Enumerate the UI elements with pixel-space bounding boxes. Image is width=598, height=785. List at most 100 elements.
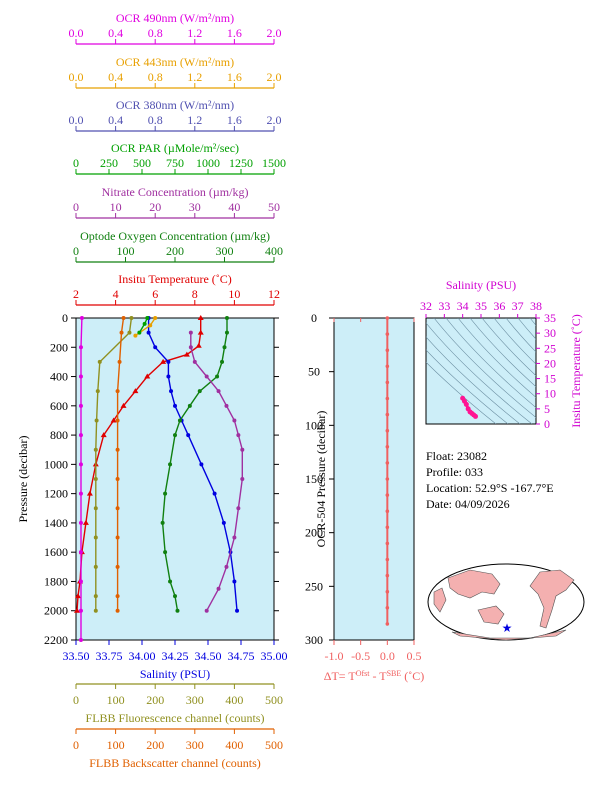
series-point-temp [86,490,93,496]
series-point-temp [100,432,107,438]
ts-density-contour [426,322,533,424]
dt-series-point [385,557,390,562]
top-axis-tick-label-ocr443: 2.0 [267,70,282,84]
series-point-backscatter [119,330,124,335]
bottom-axes: 33.50 33.75 34.00 34.25 34.50 34.75 35.00 Salin… [63,640,288,770]
pressure-tick-label: 600 [50,399,68,413]
series-point-fluor [93,477,98,481]
ts-ylabel: Insitu Temperature (˚C) [569,314,583,428]
top-axis-tick-label-oxygen: 0 [73,244,79,258]
series-point-nitrate [204,374,209,379]
series-point-nitrate [236,506,241,511]
pressure-tick-label: 2000 [44,604,68,618]
series-point-ocr490 [78,433,83,438]
dt-series-point [385,316,390,320]
series-point-backscatter [115,608,120,613]
series-point-ocr443 [133,333,138,338]
top-axis-tick-label-ocr490: 1.2 [187,26,202,40]
series-point-salinity [221,520,226,525]
dt-series-point [385,332,390,336]
top-axis-tick-label-nitrate: 30 [189,200,201,214]
ts-x-tick-label: 33 [438,299,450,313]
series-point-ocr490 [78,579,83,584]
series-point-ocr490 [78,520,83,525]
bottom-axis-tick-label-salinity: 33.50 [63,649,90,663]
ts-y-tick-label: 25 [544,341,556,355]
top-axis-tick-label-nitrate: 0 [73,200,79,214]
series-point-salinity [166,359,171,364]
top-axis-title-nitrate: Nitrate Concentration (µm/kg) [102,185,249,199]
ts-series-point [463,401,469,407]
pressure-tick-label: 400 [50,370,68,384]
series-point-temp [132,388,139,394]
series-point-salinity [232,579,237,584]
series-point-backscatter [115,447,120,452]
ts-density-contours [426,318,536,424]
map-land-americas [529,569,575,629]
ts-density-contour [426,336,521,424]
top-axis-tick-label-oxygen: 200 [166,244,184,258]
bottom-axis-tick-label-backscatter: 200 [146,738,164,752]
series-point-fluor [93,535,98,540]
ts-x-tick-label: 32 [420,299,432,313]
top-axis-tick-label-ocr380: 2.0 [267,113,282,127]
series-point-oxygen [160,520,165,525]
series-point-salinity [153,345,158,350]
top-axis-title-par: OCR PAR (µMole/m²/sec) [111,141,239,155]
series-point-nitrate [188,345,193,350]
series-point-nitrate [232,418,237,423]
dt-series-point [385,348,390,353]
series-point-temp [110,417,117,423]
pressure-tick-label: 1800 [44,574,68,588]
bottom-axis-tick-label-fluor: 0 [73,693,79,707]
series-point-nitrate [216,389,221,394]
dt-pressure-tick-label: 250 [305,579,323,593]
top-axes: OCR 490nm (W/m²/nm) 0.0 0.4 0.8 1.2 1.6 2.0 OCR… [69,11,286,306]
top-axis-tick-label-par: 250 [100,156,118,170]
ts-y-tick-label: 10 [544,387,556,401]
dt-pressure-tick-label: 0 [311,311,317,325]
ts-density-contour [529,318,536,326]
bottom-axis-tick-label-fluor: 300 [186,693,204,707]
top-axis-tick-label-ocr490: 1.6 [227,26,242,40]
ts-density-contour [517,318,536,340]
series-point-oxygen [168,579,173,584]
dt-series-point [385,606,390,610]
info-location: Location: 52.9°S -167.7°E [426,481,554,495]
series-point-par [137,330,142,335]
top-axis-tick-label-ocr380: 1.6 [227,113,242,127]
dt-series-point [385,573,390,578]
top-axis-tick-label-ocr443: 1.6 [227,70,242,84]
series-point-backscatter [115,418,120,423]
top-axis-tick-label-oxygen: 400 [265,244,283,258]
top-axis-tick-label-par: 1000 [196,156,220,170]
series-point-fluor [93,594,98,599]
world-map-inset: ★ [427,563,585,641]
ts-x-tick-label: 34 [457,299,469,313]
top-axis-tick-label-par: 0 [73,156,79,170]
dt-ylabel: OCR-504 Pressure (decibar) [314,411,328,548]
series-point-nitrate [188,330,193,335]
series-line-fluor [95,317,133,611]
series-point-nitrate [204,608,209,613]
bottom-axis-tick-label-backscatter: 0 [73,738,79,752]
series-point-fluor [93,564,98,569]
ts-title: Salinity (PSU) [446,278,516,292]
ts-density-contour [505,318,536,353]
series-point-salinity [173,403,177,408]
top-axis-tick-label-ocr380: 0.4 [108,113,123,127]
top-axis-tick-label-temp: 2 [73,287,79,301]
ts-x-tick-label: 38 [530,299,542,313]
series-point-backscatter [115,477,120,481]
series-point-salinity [146,330,151,335]
top-axis-tick-label-temp: 12 [268,287,280,301]
series-point-fluor [129,316,134,320]
series-point-oxygen [177,418,182,423]
main-series [73,315,245,642]
top-axis-tick-label-oxygen: 300 [216,244,234,258]
series-point-fluor [93,447,98,452]
series-point-nitrate [216,586,221,591]
top-axis-tick-label-ocr443: 0.4 [108,70,123,84]
bottom-axis-tick-label-salinity: 34.25 [162,649,189,663]
